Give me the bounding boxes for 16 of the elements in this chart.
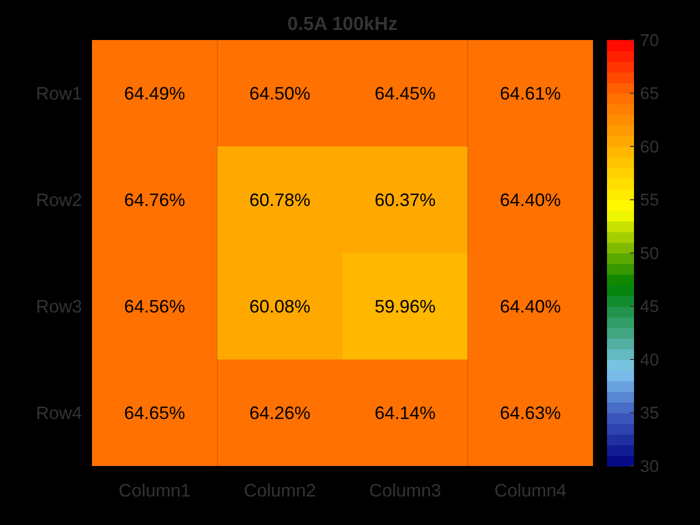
data-label: 64.50% <box>249 84 310 104</box>
data-label: 64.65% <box>124 403 186 424</box>
data-label: 64.61% <box>500 84 561 104</box>
data-label: 60.37% <box>374 190 436 210</box>
data-label: 64.45% <box>374 84 436 104</box>
data-label: 64.56% <box>124 296 186 317</box>
data-label: 64.40% <box>500 296 561 317</box>
data-label: 59.96% <box>374 296 436 317</box>
data-label: 64.40% <box>500 190 561 210</box>
data-label: 60.08% <box>249 296 310 317</box>
data-label: 60.78% <box>249 190 310 210</box>
data-label: 64.63% <box>500 403 561 424</box>
data-label: 64.26% <box>249 403 310 424</box>
data-label: 64.76% <box>124 190 186 210</box>
data-label: 64.49% <box>124 84 186 104</box>
data-label: 64.14% <box>374 403 436 424</box>
